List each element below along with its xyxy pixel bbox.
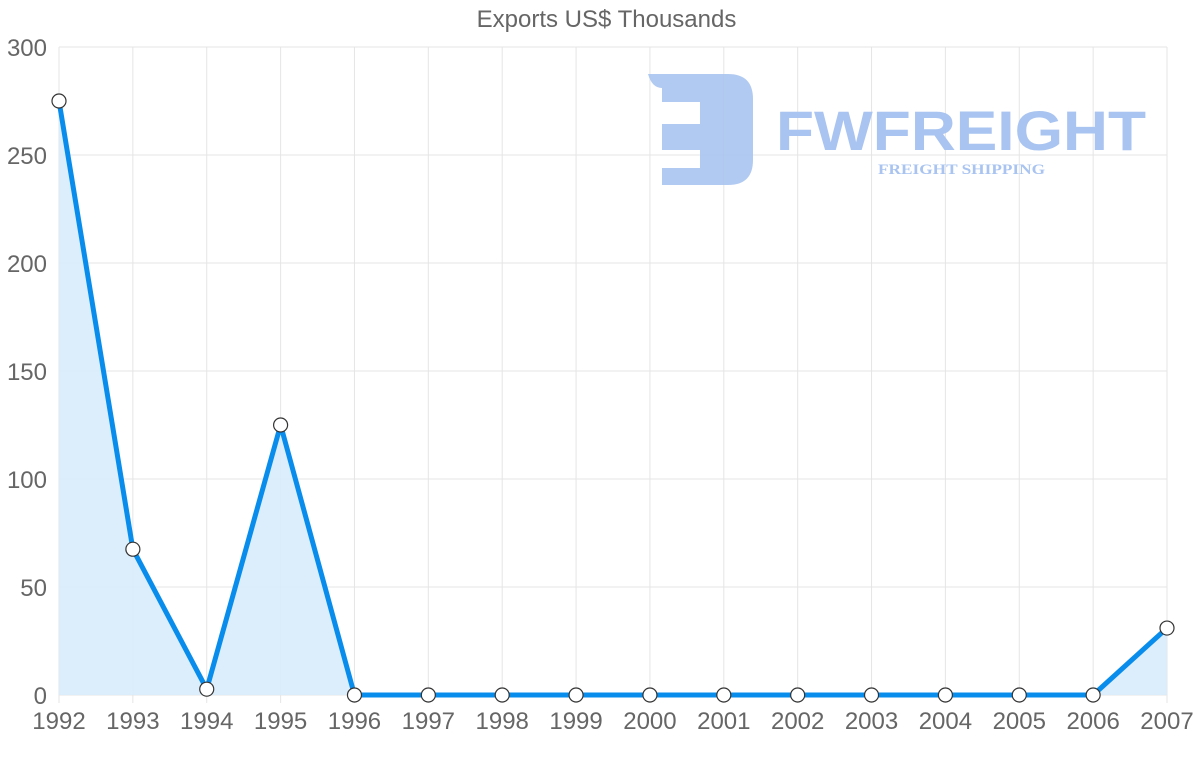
- fw-logo-icon: [648, 74, 753, 185]
- x-tick-label: 2004: [919, 708, 972, 735]
- x-tick-label: 2003: [845, 708, 898, 735]
- x-tick-label: 2000: [623, 708, 676, 735]
- data-line: [56, 100, 1169, 698]
- x-tick-label: 2007: [1140, 708, 1193, 735]
- data-point-2007[interactable]: [1159, 620, 1175, 636]
- data-point-1998[interactable]: [494, 687, 510, 703]
- data-point-1994[interactable]: [199, 681, 215, 697]
- data-point-1995[interactable]: [273, 417, 289, 433]
- x-tick-label: 1994: [180, 708, 233, 735]
- data-point-1993[interactable]: [125, 541, 141, 557]
- data-point-1992[interactable]: [51, 93, 67, 109]
- data-point-1999[interactable]: [568, 687, 584, 703]
- chart-title: Exports US$ Thousands: [476, 6, 737, 33]
- watermark-brand: FWFREIGHT: [776, 99, 1146, 162]
- data-point-2006[interactable]: [1085, 687, 1101, 703]
- series-line: [56, 100, 1169, 698]
- data-point-2000[interactable]: [642, 687, 658, 703]
- area-fill: [59, 101, 1167, 695]
- data-point-2005[interactable]: [1011, 687, 1027, 703]
- x-tick-label: 2002: [771, 708, 824, 735]
- watermark-logo: FWFREIGHT FREIGHT SHIPPING: [648, 74, 1146, 185]
- x-tick-label: 1997: [402, 708, 455, 735]
- x-tick-label: 1999: [549, 708, 602, 735]
- y-tick-label: 300: [7, 35, 47, 62]
- y-tick-label: 100: [7, 467, 47, 494]
- x-tick-label: 1996: [328, 708, 381, 735]
- data-point-2002[interactable]: [790, 687, 806, 703]
- x-tick-label: 1998: [476, 708, 529, 735]
- y-tick-label: 50: [20, 575, 47, 602]
- data-point-2004[interactable]: [937, 687, 954, 703]
- y-tick-label: 250: [7, 143, 47, 170]
- data-points: [51, 93, 1175, 703]
- data-point-1996[interactable]: [346, 687, 363, 703]
- x-tick-label: 1992: [32, 708, 85, 735]
- data-point-2001[interactable]: [716, 687, 732, 703]
- watermark-tagline: FREIGHT SHIPPING: [878, 162, 1045, 178]
- y-tick-label: 200: [7, 251, 47, 278]
- x-tick-label: 2006: [1066, 708, 1119, 735]
- x-tick-label: 1995: [254, 708, 307, 735]
- x-tick-label: 2005: [993, 708, 1046, 735]
- x-tick-label: 1993: [106, 708, 159, 735]
- y-tick-label: 150: [7, 359, 47, 386]
- y-axis-ticks: 0 50 100 150 200 250 300: [7, 35, 47, 710]
- y-tick-label: 0: [34, 683, 47, 710]
- area-path: [59, 101, 1167, 695]
- x-axis-ticks: 1992 1993 1994 1995 1996 1997 1998 1999 2000 2001…: [32, 708, 1193, 735]
- data-point-2003[interactable]: [863, 687, 880, 703]
- data-point-1997[interactable]: [420, 687, 436, 703]
- x-tick-label: 2001: [697, 708, 750, 735]
